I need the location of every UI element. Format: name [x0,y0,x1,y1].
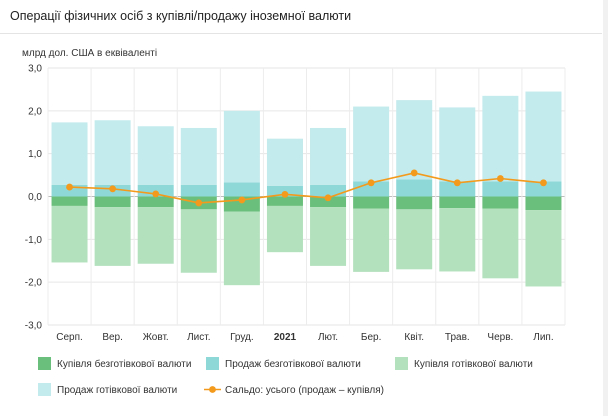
bar-segment [51,122,88,185]
bar-segment [137,196,174,208]
x-tick-label: Лип. [533,332,553,343]
bar-segment [180,184,217,197]
balance-line [69,172,544,204]
bar-segment [353,106,390,182]
bar-segment [525,181,562,197]
legend-label: Купівля безготівкової валюти [57,358,191,370]
bar-segment [396,179,433,197]
x-tick-label: Квіт. [404,332,424,343]
y-tick-label: -1,0 [25,235,43,246]
balance-point [453,179,461,187]
axis-layer: 3,0 2,0 1,0 0,0 -1,0 -2,0 -3,0 Серп. Вер. Жовт. Ли… [25,64,554,344]
bar-segment [137,126,174,185]
bar-segment [482,208,519,279]
y-tick-label: 2,0 [28,106,42,117]
bar-segment [137,207,174,264]
legend-label: Купівля готівкової валюти [414,359,533,370]
legend-label: Продаж готівкової валюти [57,385,177,396]
bar-segment [482,181,519,197]
legend-swatch [38,357,51,370]
bar-segment [94,120,131,185]
bar-layer [51,91,562,287]
x-tick-label: Трав. [445,332,470,343]
line-layer [66,169,547,207]
bar-segment [353,196,390,209]
bar-segment [482,95,519,182]
balance-point [540,179,547,187]
bar-segment [396,196,433,210]
bar-segment [51,196,88,206]
legend-label: Сальдо: усього (продаж – купівля) [225,385,384,396]
bar-segment [525,210,562,287]
y-tick-label: -3,0 [25,321,43,332]
balance-point [109,185,117,193]
bar-segment [51,184,88,197]
bar-segment [180,209,217,273]
bar-segment [310,184,347,197]
balance-point [367,179,375,187]
bar-segment [310,127,347,185]
bar-segment [94,196,131,208]
balance-point [324,194,332,202]
bar-segment [525,91,562,182]
bar-segment [353,208,390,272]
y-tick-label: 3,0 [28,64,42,75]
legend-swatch [395,357,408,370]
y-tick-label: 1,0 [28,149,42,160]
x-tick-label: Груд. [230,332,254,343]
x-tick-label: Вер. [102,332,123,343]
bar-segment [396,209,433,270]
bar-segment [266,205,303,253]
bar-segment [51,205,88,263]
x-tick-label: Черв. [487,332,513,343]
bar-segment [439,196,476,209]
y-tick-label: -2,0 [25,278,43,289]
balance-point [410,169,418,177]
bar-segment [396,100,433,180]
bar-segment [94,207,131,266]
chart-title: Операції фізичних осіб з купівлі/продажу… [10,9,352,23]
bar-segment [310,207,347,266]
bar-segment [266,196,303,206]
x-tick-label: Лют. [318,332,338,343]
x-tick-label: Жовт. [143,332,169,343]
balance-point [152,190,160,198]
legend-line-marker [209,386,216,393]
x-tick-label: Лист. [187,332,210,343]
x-tick-label: Бер. [361,332,381,343]
legend-label: Продаж безготівкової валюти [225,358,361,370]
bar-segment [266,138,303,186]
bar-segment [310,196,347,208]
balance-point [496,175,504,182]
bar-segment [439,181,476,197]
legend: Купівля безготівкової валюти Продаж безго… [38,357,533,396]
title-divider [0,33,602,34]
bar-segment [525,196,562,211]
balance-point [195,199,203,207]
balance-point [281,190,289,198]
bar-segment [180,127,217,185]
balance-point [66,183,73,191]
bar-segment [223,110,260,183]
balance-point [238,196,246,204]
x-tick-label: Серп. [56,332,83,343]
legend-swatch [38,383,51,396]
x-tick-label: 2021 [274,332,297,343]
y-tick-label: 0,0 [28,192,42,203]
scrollbar-track[interactable] [603,0,608,416]
y-axis-unit-label: млрд дол. США в еквіваленті [22,48,157,59]
bar-segment [439,107,476,182]
bar-segment [223,182,260,197]
legend-swatch [206,357,219,370]
bar-segment [223,211,260,286]
bar-segment [439,208,476,272]
bar-segment [482,196,519,209]
